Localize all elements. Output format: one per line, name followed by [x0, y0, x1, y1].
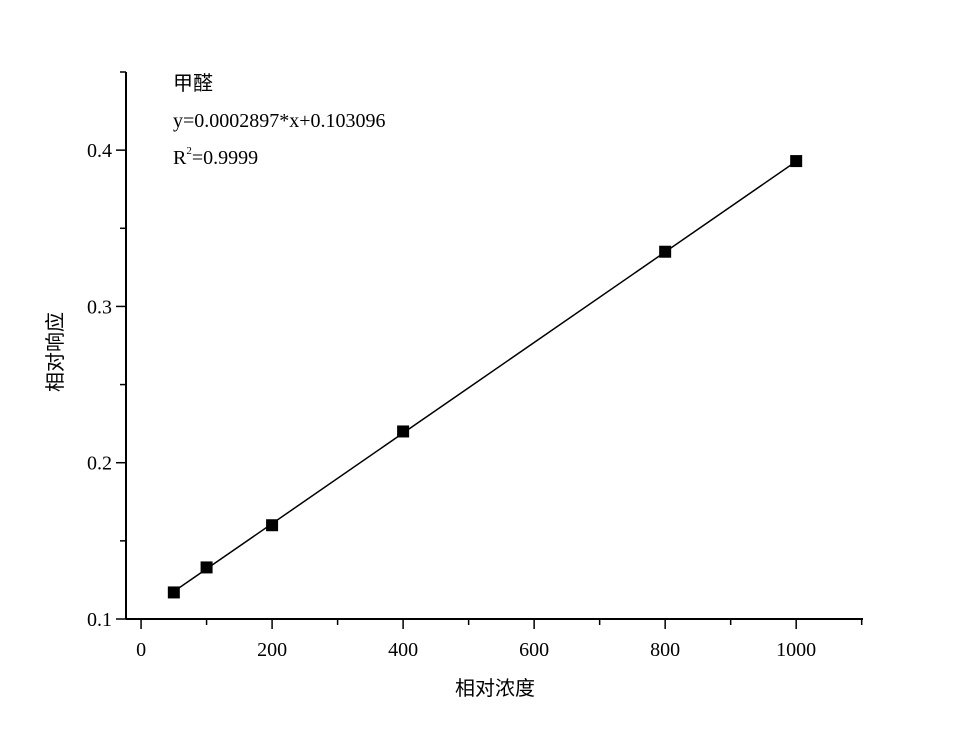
- x-tick-label: 600: [519, 639, 549, 661]
- r2-value: =0.9999: [192, 147, 258, 169]
- data-point: [200, 561, 213, 574]
- data-point: [266, 519, 279, 532]
- y-tick-label: 0.3: [87, 296, 112, 318]
- x-tick-label: 200: [257, 639, 287, 661]
- y-tick-label: 0.1: [87, 609, 112, 631]
- r2-superscript: 2: [186, 145, 192, 157]
- annotation-equation: y=0.0002897*x+0.103096: [173, 110, 386, 132]
- y-tick-label: 0.4: [87, 140, 112, 162]
- x-tick-label: 1000: [776, 639, 816, 661]
- r2-prefix: R: [173, 147, 187, 169]
- y-tick-label: 0.2: [87, 453, 112, 475]
- x-tick-label: 0: [136, 639, 146, 661]
- data-point: [167, 586, 180, 599]
- x-tick-label: 800: [650, 639, 680, 661]
- data-point: [397, 425, 410, 438]
- x-axis-label: 相对浓度: [455, 677, 535, 700]
- data-point: [790, 155, 803, 168]
- data-point: [659, 245, 672, 258]
- annotation-r2: R2=0.9999: [173, 145, 258, 169]
- x-tick-label: 400: [388, 639, 418, 661]
- y-axis-label: 相对响应: [44, 312, 67, 392]
- annotation-compound: 甲醛: [173, 72, 213, 95]
